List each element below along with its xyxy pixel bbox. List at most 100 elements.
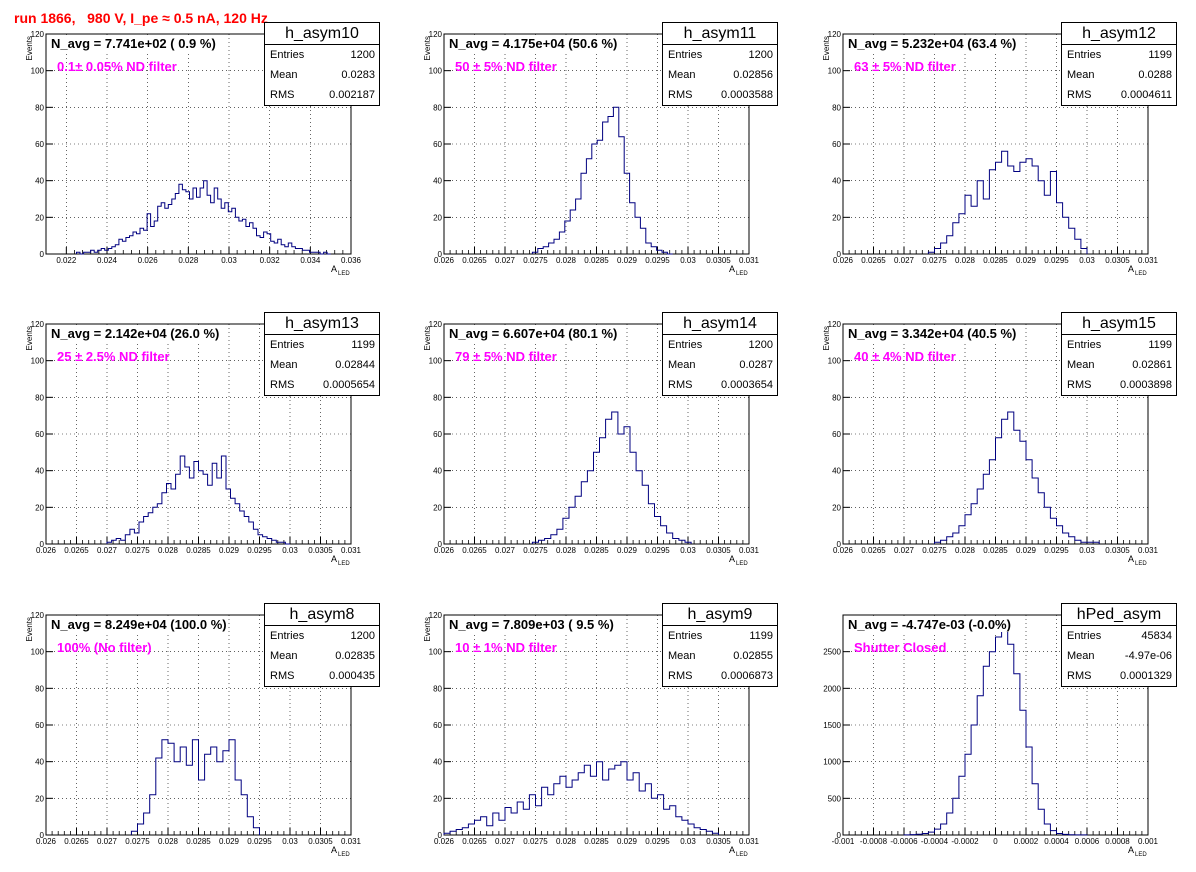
- y-tick-label: 80: [433, 684, 442, 693]
- histogram-series: [531, 411, 692, 544]
- x-tick-label: 0.027: [894, 546, 915, 555]
- histogram-series: [903, 621, 1088, 836]
- y-tick-label: 0: [40, 250, 45, 259]
- x-tick-label: 0.0285: [186, 546, 211, 555]
- stats-value: 1199: [1148, 49, 1172, 61]
- stats-key: RMS: [668, 670, 693, 682]
- navg-label: N_avg = 4.175e+04 (50.6 %): [449, 36, 618, 51]
- x-tick-label: -0.0006: [890, 837, 918, 846]
- y-tick-label: 60: [35, 140, 44, 149]
- x-axis-label: A: [1128, 845, 1134, 855]
- histogram-series: [130, 739, 260, 835]
- y-tick-label: 100: [828, 357, 842, 366]
- histogram-panel-h_asym8: 0.026 0.0265 0.027 0.0275 0.028 0.0285 0.029 0.…: [0, 581, 398, 871]
- y-tick-label: 40: [35, 758, 44, 767]
- y-tick-label: 60: [35, 721, 44, 730]
- y-tick-label: 500: [828, 794, 842, 803]
- stats-value: 45834: [1141, 630, 1172, 642]
- stats-row-rms: RMS 0.0001329: [1062, 666, 1176, 686]
- stats-row-mean: Mean 0.0283: [265, 65, 379, 85]
- histogram-name: h_asym15: [1062, 313, 1176, 335]
- y-tick-label: 20: [35, 794, 44, 803]
- x-axis-label: A: [729, 264, 735, 274]
- y-tick-label: 40: [832, 467, 841, 476]
- stats-value: 0.0006873: [721, 670, 773, 682]
- x-axis-label-sub: LED: [338, 561, 350, 567]
- x-tick-label: 0.0006: [1075, 837, 1100, 846]
- stats-row-mean: Mean 0.02855: [663, 646, 777, 666]
- histogram-series: [531, 106, 673, 255]
- x-tick-label: -0.001: [832, 837, 855, 846]
- stats-value: 1200: [350, 630, 375, 642]
- x-axis-label: A: [729, 554, 735, 564]
- x-axis-label-sub: LED: [1135, 271, 1147, 277]
- stats-value: 0.0288: [1138, 69, 1172, 81]
- x-axis-label: A: [1128, 554, 1134, 564]
- stats-box: h_asym11 Entries 1200 Mean 0.02856 RMS 0.00035…: [662, 22, 778, 106]
- y-tick-label: 0: [438, 540, 443, 549]
- navg-label: N_avg = 7.741e+02 ( 0.9 %): [51, 36, 216, 51]
- stats-key: Entries: [1067, 630, 1102, 642]
- x-tick-label: 0.0305: [308, 546, 333, 555]
- page-title: run 1866, 980 V, I_pe ≈ 0.5 nA, 120 Hz: [14, 10, 268, 26]
- y-tick-label: 80: [832, 393, 841, 402]
- y-tick-label: 20: [832, 213, 841, 222]
- stats-value: 0.000435: [329, 670, 375, 682]
- stats-row-mean: Mean -4.97e-06: [1062, 646, 1176, 666]
- stats-key: Entries: [668, 49, 703, 61]
- y-tick-label: 80: [832, 103, 841, 112]
- x-tick-label: 0.0008: [1105, 837, 1130, 846]
- x-tick-label: -0.0008: [860, 837, 888, 846]
- x-tick-label: 0.026: [833, 546, 854, 555]
- stats-value: 0.02844: [335, 359, 375, 371]
- stats-row-entries: Entries 1199: [265, 335, 379, 355]
- stats-value: 0.0005654: [323, 379, 375, 391]
- x-tick-label: 0.0265: [861, 546, 886, 555]
- x-tick-label: 0.027: [97, 546, 118, 555]
- x-tick-label: 0.031: [341, 837, 362, 846]
- x-tick-label: 0.028: [955, 256, 976, 265]
- y-axis-label: Events: [423, 36, 432, 60]
- x-tick-label: 0.024: [97, 256, 118, 265]
- x-tick-label: 0.0275: [922, 256, 947, 265]
- x-tick-label: 0.0275: [523, 837, 548, 846]
- x-tick-label: 0.0305: [1105, 546, 1130, 555]
- stats-row-mean: Mean 0.02844: [265, 355, 379, 375]
- stats-box: h_asym12 Entries 1199 Mean 0.0288 RMS 0.000461…: [1061, 22, 1177, 106]
- navg-label: N_avg = 2.142e+04 (26.0 %): [51, 326, 220, 341]
- filter-label: Shutter Closed: [854, 640, 947, 655]
- x-tick-label: 0.031: [739, 256, 760, 265]
- stats-row-rms: RMS 0.0004611: [1062, 85, 1176, 105]
- y-tick-label: 1000: [823, 758, 841, 767]
- histogram-plot: 0.026 0.0265 0.027 0.0275 0.028 0.0285 0.029 0.…: [423, 320, 760, 567]
- y-tick-label: 120: [429, 320, 443, 329]
- x-tick-label: 0.036: [341, 256, 362, 265]
- histogram-series: [927, 150, 1088, 254]
- navg-label: N_avg = 3.342e+04 (40.5 %): [848, 326, 1017, 341]
- x-tick-label: 0.031: [739, 546, 760, 555]
- x-tick-label: 0.027: [894, 256, 915, 265]
- x-axis-label-sub: LED: [338, 271, 350, 277]
- y-tick-label: 20: [832, 503, 841, 512]
- histogram-name: hPed_asym: [1062, 604, 1176, 626]
- stats-key: RMS: [1067, 89, 1092, 101]
- y-tick-label: 80: [35, 393, 44, 402]
- x-tick-label: 0.0305: [1105, 256, 1130, 265]
- histogram-name: h_asym12: [1062, 23, 1176, 45]
- x-tick-label: 0.0295: [247, 546, 272, 555]
- x-tick-label: 0.022: [56, 256, 77, 265]
- x-tick-label: 0.034: [300, 256, 321, 265]
- histogram-name: h_asym10: [265, 23, 379, 45]
- y-tick-label: 100: [31, 357, 45, 366]
- x-axis-label-sub: LED: [338, 852, 350, 858]
- stats-key: RMS: [270, 379, 295, 391]
- x-tick-label: 0.03: [680, 546, 696, 555]
- x-tick-label: 0.0275: [523, 256, 548, 265]
- histogram-series: [443, 761, 719, 835]
- y-tick-label: 120: [31, 320, 45, 329]
- x-tick-label: 0.029: [617, 546, 638, 555]
- navg-label: N_avg = 5.232e+04 (63.4 %): [848, 36, 1017, 51]
- y-tick-label: 40: [433, 758, 442, 767]
- histogram-series: [106, 455, 290, 545]
- y-tick-label: 100: [31, 648, 45, 657]
